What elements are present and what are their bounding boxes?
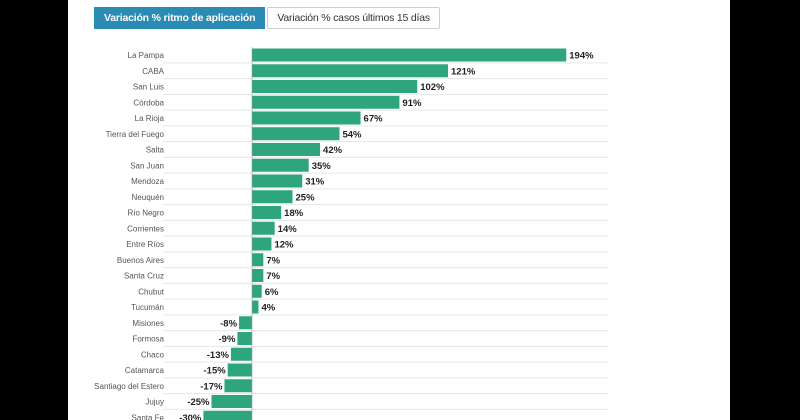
category-label: San Juan [130, 161, 164, 170]
bar[interactable] [252, 64, 449, 78]
category-label: Santiago del Estero [94, 382, 164, 391]
bar[interactable] [224, 379, 252, 393]
tab-casos-15-dias[interactable]: Variación % casos últimos 15 días [267, 7, 440, 29]
value-label: 25% [296, 192, 316, 203]
category-label: CABA [142, 67, 164, 76]
bar[interactable] [203, 410, 252, 420]
value-label: 12% [274, 240, 294, 251]
bar[interactable] [252, 300, 259, 314]
bar[interactable] [227, 363, 252, 377]
bar[interactable] [252, 174, 303, 188]
bar[interactable] [252, 221, 275, 235]
value-label: 91% [402, 98, 422, 109]
value-label: -13% [207, 350, 230, 361]
value-label: -8% [220, 318, 237, 329]
category-label: Catamarca [125, 366, 165, 375]
bar[interactable] [237, 332, 252, 345]
category-label: La Pampa [128, 51, 165, 60]
category-label: Corrientes [127, 224, 164, 233]
value-label: 14% [278, 224, 298, 235]
value-label: -30% [179, 413, 202, 420]
category-label: San Luis [133, 83, 164, 92]
value-label: 7% [266, 255, 280, 266]
bar[interactable] [252, 206, 282, 219]
bar[interactable] [252, 158, 309, 172]
value-label: 35% [312, 161, 332, 172]
category-label: Buenos Aires [117, 256, 164, 265]
bar[interactable] [252, 237, 272, 251]
category-label: Santa Cruz [124, 272, 164, 281]
category-label: Córdoba [133, 98, 164, 107]
bar[interactable] [252, 111, 361, 125]
bar[interactable] [230, 347, 252, 361]
category-label: Chaco [141, 350, 165, 359]
bar[interactable] [239, 316, 252, 330]
category-label: Misiones [132, 319, 164, 328]
bar[interactable] [252, 190, 293, 204]
value-label: 7% [266, 271, 280, 282]
category-label: Entre Ríos [126, 240, 164, 249]
category-label: La Rioja [135, 114, 165, 123]
bar[interactable] [211, 395, 253, 408]
value-label: 6% [265, 287, 279, 298]
category-label: Neuquén [132, 193, 164, 202]
bar-chart: La Pampa 194% CABA 121% San Luis 102% Córdoba 9… [94, 47, 608, 420]
category-label: Santa Fe [132, 413, 165, 420]
bar[interactable] [252, 143, 321, 156]
category-label: Mendoza [131, 177, 164, 186]
value-label: -17% [200, 381, 223, 392]
bar[interactable] [252, 284, 262, 298]
bar[interactable] [252, 95, 400, 109]
value-label: 102% [420, 82, 445, 93]
bar[interactable] [252, 253, 264, 267]
category-label: Tucumán [131, 303, 164, 312]
category-label: Chubut [138, 287, 165, 296]
value-label: -25% [187, 397, 210, 408]
chart-panel: Variación % ritmo de aplicación Variació… [68, 0, 730, 420]
value-label: 67% [364, 114, 384, 125]
value-label: 121% [451, 66, 476, 77]
bar[interactable] [252, 127, 340, 141]
bar[interactable] [252, 80, 418, 93]
value-label: 54% [342, 129, 362, 140]
value-label: 4% [261, 303, 275, 314]
value-label: -15% [204, 366, 227, 377]
value-label: 42% [323, 145, 343, 156]
category-label: Tierra del Fuego [106, 130, 165, 139]
value-label: 18% [284, 208, 304, 219]
category-label: Jujuy [145, 398, 164, 407]
category-label: Formosa [132, 335, 164, 344]
value-label: 31% [305, 177, 325, 188]
category-label: Río Negro [128, 209, 165, 218]
tab-bar: Variación % ritmo de aplicación Variació… [94, 7, 440, 29]
bar[interactable] [252, 48, 567, 62]
bar[interactable] [252, 269, 264, 282]
tab-ritmo-aplicacion[interactable]: Variación % ritmo de aplicación [94, 7, 266, 29]
value-label: -9% [219, 334, 236, 345]
category-label: Salta [146, 146, 165, 155]
value-label: 194% [569, 51, 594, 62]
